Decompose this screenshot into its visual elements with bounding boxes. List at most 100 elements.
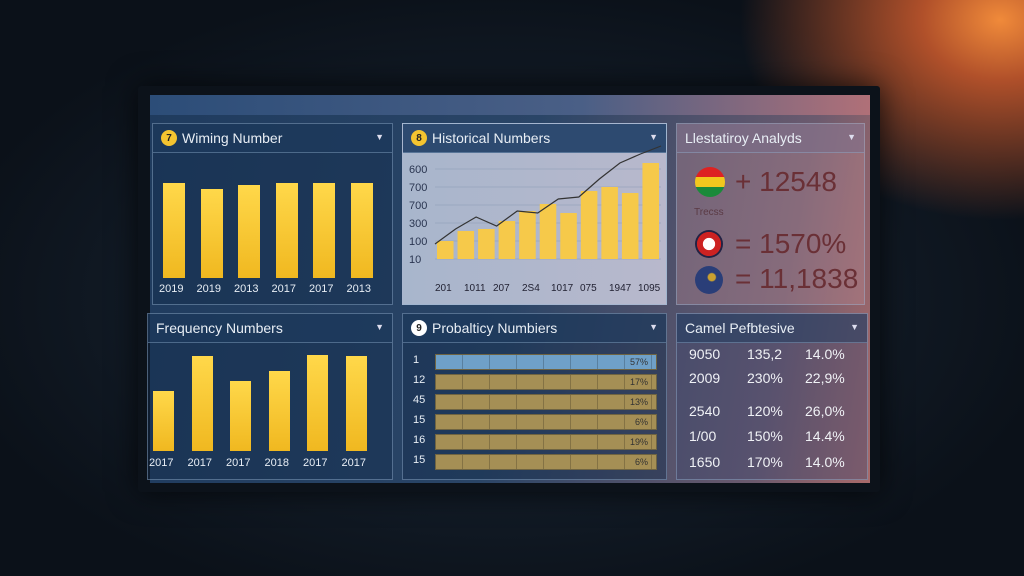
probability-row[interactable]: 13% bbox=[435, 394, 657, 410]
panel-title: Llestatiroy Analyds bbox=[685, 130, 802, 146]
bar bbox=[642, 163, 659, 259]
probability-numbers-panel: 9 Probalticy Numbiers ▼ 1 57% 12 17% 45 13% 15 6%… bbox=[402, 313, 667, 480]
x-tick-label: 2019 bbox=[159, 283, 184, 295]
x-tick-label: 2013 bbox=[346, 283, 371, 295]
x-tick-label: 2017 bbox=[149, 457, 174, 469]
table-cell: 120% bbox=[747, 403, 783, 419]
x-tick-label: 1947 bbox=[609, 283, 632, 294]
bar bbox=[437, 241, 454, 259]
stat-value: = 11,1838 bbox=[735, 263, 859, 294]
panel-title: Frequency Numbers bbox=[156, 320, 283, 336]
chevron-down-icon[interactable]: ▼ bbox=[375, 322, 384, 332]
probability-row[interactable]: 6% bbox=[435, 414, 657, 430]
x-tick-label: 2017 bbox=[309, 283, 334, 295]
x-tick-label: 1011 bbox=[464, 283, 486, 294]
panel-header[interactable]: Frequency Numbers ▼ bbox=[148, 314, 392, 343]
bar bbox=[601, 187, 618, 259]
probability-row[interactable]: 17% bbox=[435, 374, 657, 390]
panel-header[interactable]: 8 Historical Numbers ▼ bbox=[403, 124, 666, 153]
chevron-down-icon[interactable]: ▼ bbox=[850, 322, 859, 332]
panel-header[interactable]: Camel Pefbtesive ▼ bbox=[677, 314, 867, 343]
probability-row[interactable]: 6% bbox=[435, 454, 657, 470]
bar bbox=[163, 183, 185, 278]
panel-header[interactable]: 7 Wiming Number ▼ bbox=[153, 124, 392, 153]
chevron-down-icon[interactable]: ▼ bbox=[847, 132, 856, 142]
camel-panel: Camel Pefbtesive ▼ 9050 135,2 14.0% 2009 230%… bbox=[676, 313, 868, 480]
chevron-down-icon[interactable]: ▼ bbox=[375, 132, 384, 142]
bar bbox=[519, 211, 536, 259]
x-tick-label: 2017 bbox=[271, 283, 296, 295]
chevron-down-icon[interactable]: ▼ bbox=[649, 322, 658, 332]
historical-chart: 600 700 700 300 100 10 201 1011 207 2S4 1017 075 194… bbox=[409, 145, 662, 294]
x-tick-label: 2017 bbox=[187, 457, 212, 469]
row-number: 15 bbox=[413, 454, 426, 466]
bar bbox=[200, 189, 223, 278]
bar bbox=[621, 193, 639, 259]
table-cell: 26,0% bbox=[805, 403, 845, 419]
table-cell: 14.0% bbox=[805, 346, 845, 362]
x-tick-label: 201 bbox=[435, 283, 452, 294]
panel-header[interactable]: Llestatiroy Analyds ▼ bbox=[677, 124, 864, 153]
probability-row[interactable]: 19% bbox=[435, 434, 657, 450]
bar bbox=[275, 183, 298, 278]
chevron-down-icon[interactable]: ▼ bbox=[649, 132, 658, 142]
x-tick-label: 1095 bbox=[638, 283, 661, 294]
y-tick-label: 700 bbox=[409, 200, 427, 212]
panel-title: Camel Pefbtesive bbox=[685, 320, 795, 336]
table-cell: 22,9% bbox=[805, 370, 845, 386]
analysis-panel: Llestatiroy Analyds ▼ + 12548 Trecss = 15… bbox=[676, 123, 865, 305]
y-tick-label: 600 bbox=[409, 164, 427, 176]
x-tick-label: 2017 bbox=[341, 457, 366, 469]
trend-line bbox=[434, 145, 662, 245]
number-badge-icon: 7 bbox=[161, 130, 177, 146]
row-number: 12 bbox=[413, 374, 426, 386]
bar bbox=[580, 191, 598, 259]
table-cell: 230% bbox=[747, 370, 783, 386]
number-badge-icon: 9 bbox=[411, 320, 427, 336]
panel-title: Historical Numbers bbox=[432, 130, 551, 146]
panel-header[interactable]: 9 Probalticy Numbiers ▼ bbox=[403, 314, 666, 343]
bar bbox=[238, 185, 260, 278]
probability-row[interactable]: 57% bbox=[435, 354, 657, 370]
bar bbox=[268, 371, 290, 451]
winning-number-panel: 7 Wiming Number ▼ 2019 2019 2013 2017 2017 2013 bbox=[152, 123, 393, 305]
stat-value: + 12548 bbox=[735, 166, 837, 197]
x-tick-label: 207 bbox=[493, 283, 510, 294]
stat-value: = 1570% bbox=[735, 228, 847, 259]
y-tick-label: 100 bbox=[409, 236, 427, 248]
bar bbox=[230, 381, 251, 451]
number-badge-icon: 8 bbox=[411, 130, 427, 146]
panel-title: Wiming Number bbox=[182, 130, 283, 146]
bar bbox=[350, 183, 373, 278]
bar bbox=[457, 231, 475, 259]
bar bbox=[191, 356, 213, 451]
top-bar bbox=[150, 95, 870, 115]
x-tick-label: 2019 bbox=[196, 283, 221, 295]
table-cell: 1650 bbox=[689, 454, 721, 470]
flag-icon bbox=[695, 230, 723, 258]
table-cell: 14.4% bbox=[805, 428, 845, 444]
x-tick-label: 2S4 bbox=[522, 283, 540, 294]
bar bbox=[307, 355, 328, 451]
y-tick-label: 300 bbox=[409, 218, 427, 230]
x-tick-label: 075 bbox=[580, 283, 597, 294]
table-cell: 2540 bbox=[689, 403, 721, 419]
y-tick-label: 10 bbox=[409, 254, 421, 266]
table-cell: 1/00 bbox=[689, 428, 717, 444]
bar bbox=[478, 229, 495, 259]
table-cell: 135,2 bbox=[747, 346, 783, 362]
frequency-numbers-panel: Frequency Numbers ▼ 2017 2017 2017 2018 2017 2… bbox=[147, 313, 393, 480]
bar bbox=[153, 391, 174, 451]
panel-title: Probalticy Numbiers bbox=[432, 320, 558, 336]
y-tick-label: 700 bbox=[409, 182, 427, 194]
globe-icon bbox=[695, 266, 723, 294]
bar bbox=[313, 183, 335, 278]
table-cell: 9050 bbox=[689, 346, 721, 362]
bar bbox=[345, 356, 367, 451]
x-tick-label: 2017 bbox=[303, 457, 328, 469]
row-number: 1 bbox=[413, 354, 420, 366]
bar bbox=[539, 204, 557, 259]
x-tick-label: 2017 bbox=[226, 457, 251, 469]
x-tick-label: 2018 bbox=[264, 457, 289, 469]
flag-icon bbox=[695, 167, 725, 197]
